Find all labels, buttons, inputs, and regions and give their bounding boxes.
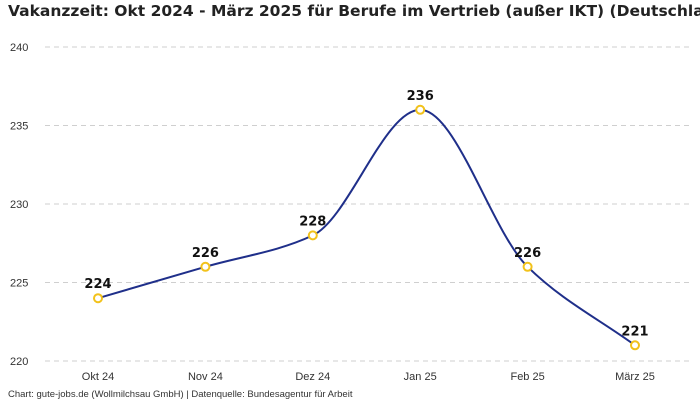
y-tick-label: 235 <box>10 121 28 133</box>
data-label: 226 <box>514 246 541 261</box>
data-point <box>415 104 426 115</box>
x-tick-label: Feb 25 <box>510 371 544 383</box>
y-tick-label: 240 <box>10 42 28 54</box>
y-axis: 220 225 230 235 240 <box>10 42 28 368</box>
data-label: 224 <box>84 277 111 292</box>
x-axis: Okt 24 Nov 24 Dez 24 Jan 25 Feb 25 März 25 <box>82 371 655 383</box>
data-point <box>522 261 533 272</box>
series-line <box>97 108 636 347</box>
data-label: 226 <box>192 246 219 261</box>
data-label: 228 <box>299 214 326 229</box>
data-point <box>630 340 640 351</box>
data-points <box>93 104 640 351</box>
chart-title: Vakanzzeit: Okt 2024 - März 2025 für Ber… <box>8 2 700 20</box>
gridlines <box>45 46 692 362</box>
data-point <box>200 261 211 272</box>
source-note: Chart: gute-jobs.de (Wollmilchsau GmbH) … <box>8 389 353 400</box>
data-label: 221 <box>621 324 648 339</box>
data-point <box>307 230 318 241</box>
x-tick-label: März 25 <box>615 371 655 383</box>
y-tick-label: 230 <box>10 199 28 211</box>
data-point <box>93 293 103 304</box>
y-tick-label: 220 <box>10 356 28 368</box>
x-tick-label: Nov 24 <box>188 371 223 383</box>
data-label: 236 <box>407 89 434 104</box>
data-labels: 224 226 228 236 226 221 <box>84 89 648 339</box>
x-tick-label: Okt 24 <box>82 371 114 383</box>
y-tick-label: 225 <box>10 278 28 290</box>
x-tick-label: Jan 25 <box>404 371 437 383</box>
x-tick-label: Dez 24 <box>295 371 330 383</box>
